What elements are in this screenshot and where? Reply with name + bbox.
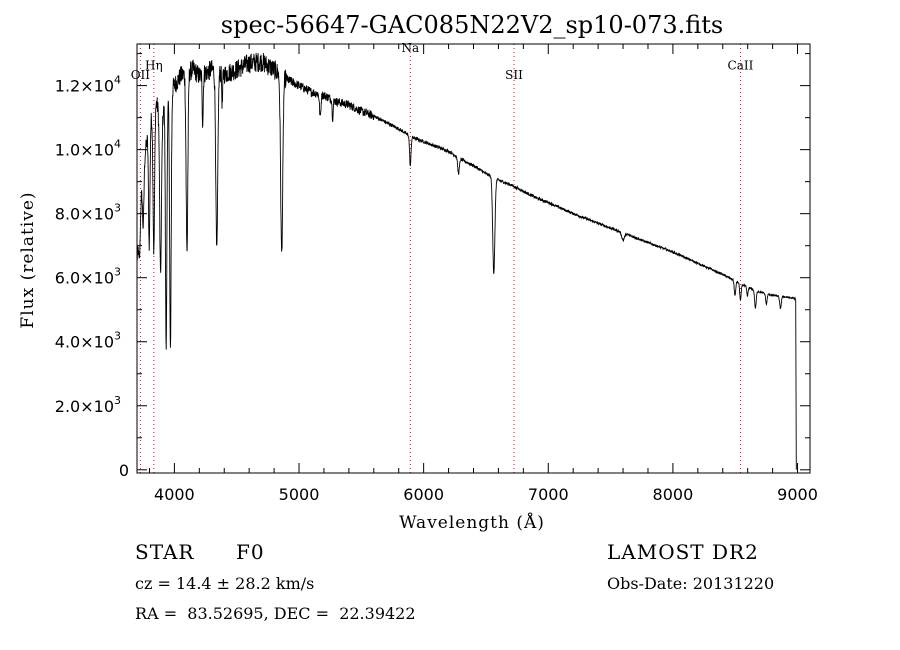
y-tick-exponent: 3 xyxy=(114,266,121,279)
y-tick-label: 1.0×104 xyxy=(55,138,121,160)
observation-date: Obs-Date: 20131220 xyxy=(607,574,775,593)
object-subclass: F0 xyxy=(236,540,265,564)
spectrum-line xyxy=(136,52,797,470)
reference-line-label: Na xyxy=(401,41,419,55)
y-axis-label: Flux (relative) xyxy=(18,191,38,328)
y-tick-exponent: 3 xyxy=(114,394,121,407)
y-tick-mantissa: 6.0×10 xyxy=(55,269,114,288)
y-tick-exponent: 4 xyxy=(114,74,121,87)
spectrum-chart: spec-56647-GAC085N22V2_sp10-073.fits OII… xyxy=(18,11,818,533)
y-tick-mantissa: 4.0×10 xyxy=(55,333,114,352)
x-tick-label: 5000 xyxy=(279,485,320,504)
y-tick-label: 6.0×103 xyxy=(55,266,121,288)
y-tick-label: 4.0×103 xyxy=(55,330,121,352)
y-tick-mantissa: 8.0×10 xyxy=(55,205,114,224)
x-tick-label: 9000 xyxy=(777,485,818,504)
x-tick-label: 7000 xyxy=(528,485,569,504)
x-axis: 4000 5000 6000 7000 8000 9000 xyxy=(148,44,818,504)
y-tick-label: 1.2×104 xyxy=(55,74,121,96)
reference-line-label: Hη xyxy=(145,59,163,73)
y-tick-label: 0 xyxy=(119,461,129,480)
x-tick-label: 4000 xyxy=(154,485,195,504)
y-axis: 02.0×1034.0×1036.0×1038.0×1031.0×1041.2×… xyxy=(55,53,810,480)
y-tick-mantissa: 1.0×10 xyxy=(55,141,114,160)
y-tick-label: 2.0×103 xyxy=(55,394,121,416)
reference-line-label: OII xyxy=(131,68,151,82)
coordinates-info: RA = 83.52695, DEC = 22.39422 xyxy=(135,604,416,623)
reference-line-label: CaII xyxy=(728,59,754,73)
chart-title: spec-56647-GAC085N22V2_sp10-073.fits xyxy=(221,11,723,39)
y-tick-mantissa: 2.0×10 xyxy=(55,397,114,416)
object-class: STAR xyxy=(135,540,195,564)
y-tick-exponent: 3 xyxy=(114,202,121,215)
redshift-info: cz = 14.4 ± 28.2 km/s xyxy=(135,574,315,593)
y-tick-mantissa: 1.2×10 xyxy=(55,77,114,96)
y-tick-label: 8.0×103 xyxy=(55,202,121,224)
y-tick-mantissa: 0 xyxy=(119,461,129,480)
x-tick-label: 8000 xyxy=(653,485,694,504)
y-tick-exponent: 4 xyxy=(114,138,121,151)
x-axis-label: Wavelength (Å) xyxy=(399,512,545,533)
y-tick-exponent: 3 xyxy=(114,330,121,343)
plot-frame xyxy=(136,43,811,474)
x-tick-label: 6000 xyxy=(403,485,444,504)
reference-line-label: SII xyxy=(505,68,523,82)
survey-name: LAMOST DR2 xyxy=(607,540,759,564)
